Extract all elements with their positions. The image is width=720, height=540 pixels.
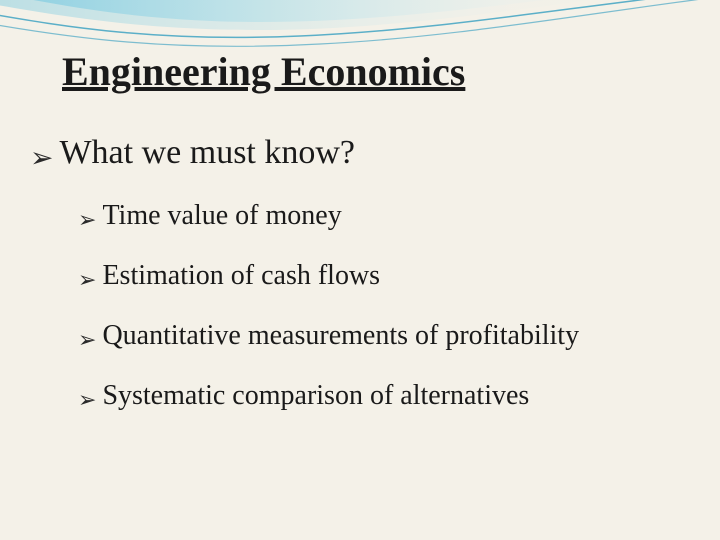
slide-title: Engineering Economics bbox=[62, 48, 465, 95]
list-item: ➢ Estimation of cash flows bbox=[78, 260, 579, 292]
list-item: ➢ Time value of money bbox=[78, 200, 579, 232]
bullet-arrow-icon: ➢ bbox=[78, 389, 96, 411]
sub-bullet-text: Estimation of cash flows bbox=[102, 260, 380, 292]
bullet-arrow-icon: ➢ bbox=[78, 209, 96, 231]
bullet-arrow-icon: ➢ bbox=[78, 329, 96, 351]
main-bullet-list: ➢ What we must know? bbox=[30, 134, 355, 190]
list-item: ➢ What we must know? bbox=[30, 134, 355, 172]
bullet-arrow-icon: ➢ bbox=[78, 269, 96, 291]
bullet-arrow-icon: ➢ bbox=[30, 145, 53, 173]
main-bullet-text: What we must know? bbox=[59, 134, 355, 172]
list-item: ➢ Systematic comparison of alternatives bbox=[78, 380, 579, 412]
sub-bullet-text: Time value of money bbox=[102, 200, 341, 232]
sub-bullet-text: Systematic comparison of alternatives bbox=[102, 380, 529, 412]
sub-bullet-list: ➢ Time value of money ➢ Estimation of ca… bbox=[78, 200, 579, 440]
sub-bullet-text: Quantitative measurements of profitabili… bbox=[102, 320, 579, 352]
list-item: ➢ Quantitative measurements of profitabi… bbox=[78, 320, 579, 352]
